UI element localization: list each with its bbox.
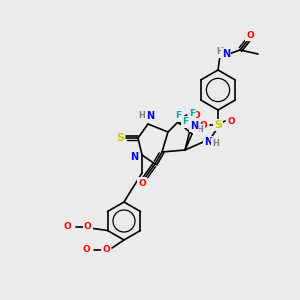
Text: N: N xyxy=(146,111,154,121)
Text: O: O xyxy=(82,245,90,254)
Text: O: O xyxy=(102,245,110,254)
Text: F: F xyxy=(175,112,181,121)
Text: H: H xyxy=(139,112,145,121)
Text: O: O xyxy=(199,121,207,130)
Text: O: O xyxy=(192,112,200,121)
Text: O: O xyxy=(227,116,235,125)
Text: N: N xyxy=(204,137,212,147)
Text: F: F xyxy=(189,110,195,118)
Text: O: O xyxy=(84,222,92,231)
Text: N: N xyxy=(222,49,230,59)
Text: H: H xyxy=(196,125,203,134)
Text: N: N xyxy=(190,121,198,131)
Text: N: N xyxy=(130,152,138,162)
Text: S: S xyxy=(116,133,124,143)
Text: O: O xyxy=(64,222,71,231)
Text: F: F xyxy=(182,118,188,127)
Text: H: H xyxy=(213,140,219,148)
Text: O: O xyxy=(246,31,254,40)
Text: O: O xyxy=(138,178,146,188)
Text: S: S xyxy=(214,120,222,130)
Text: H: H xyxy=(217,47,224,56)
